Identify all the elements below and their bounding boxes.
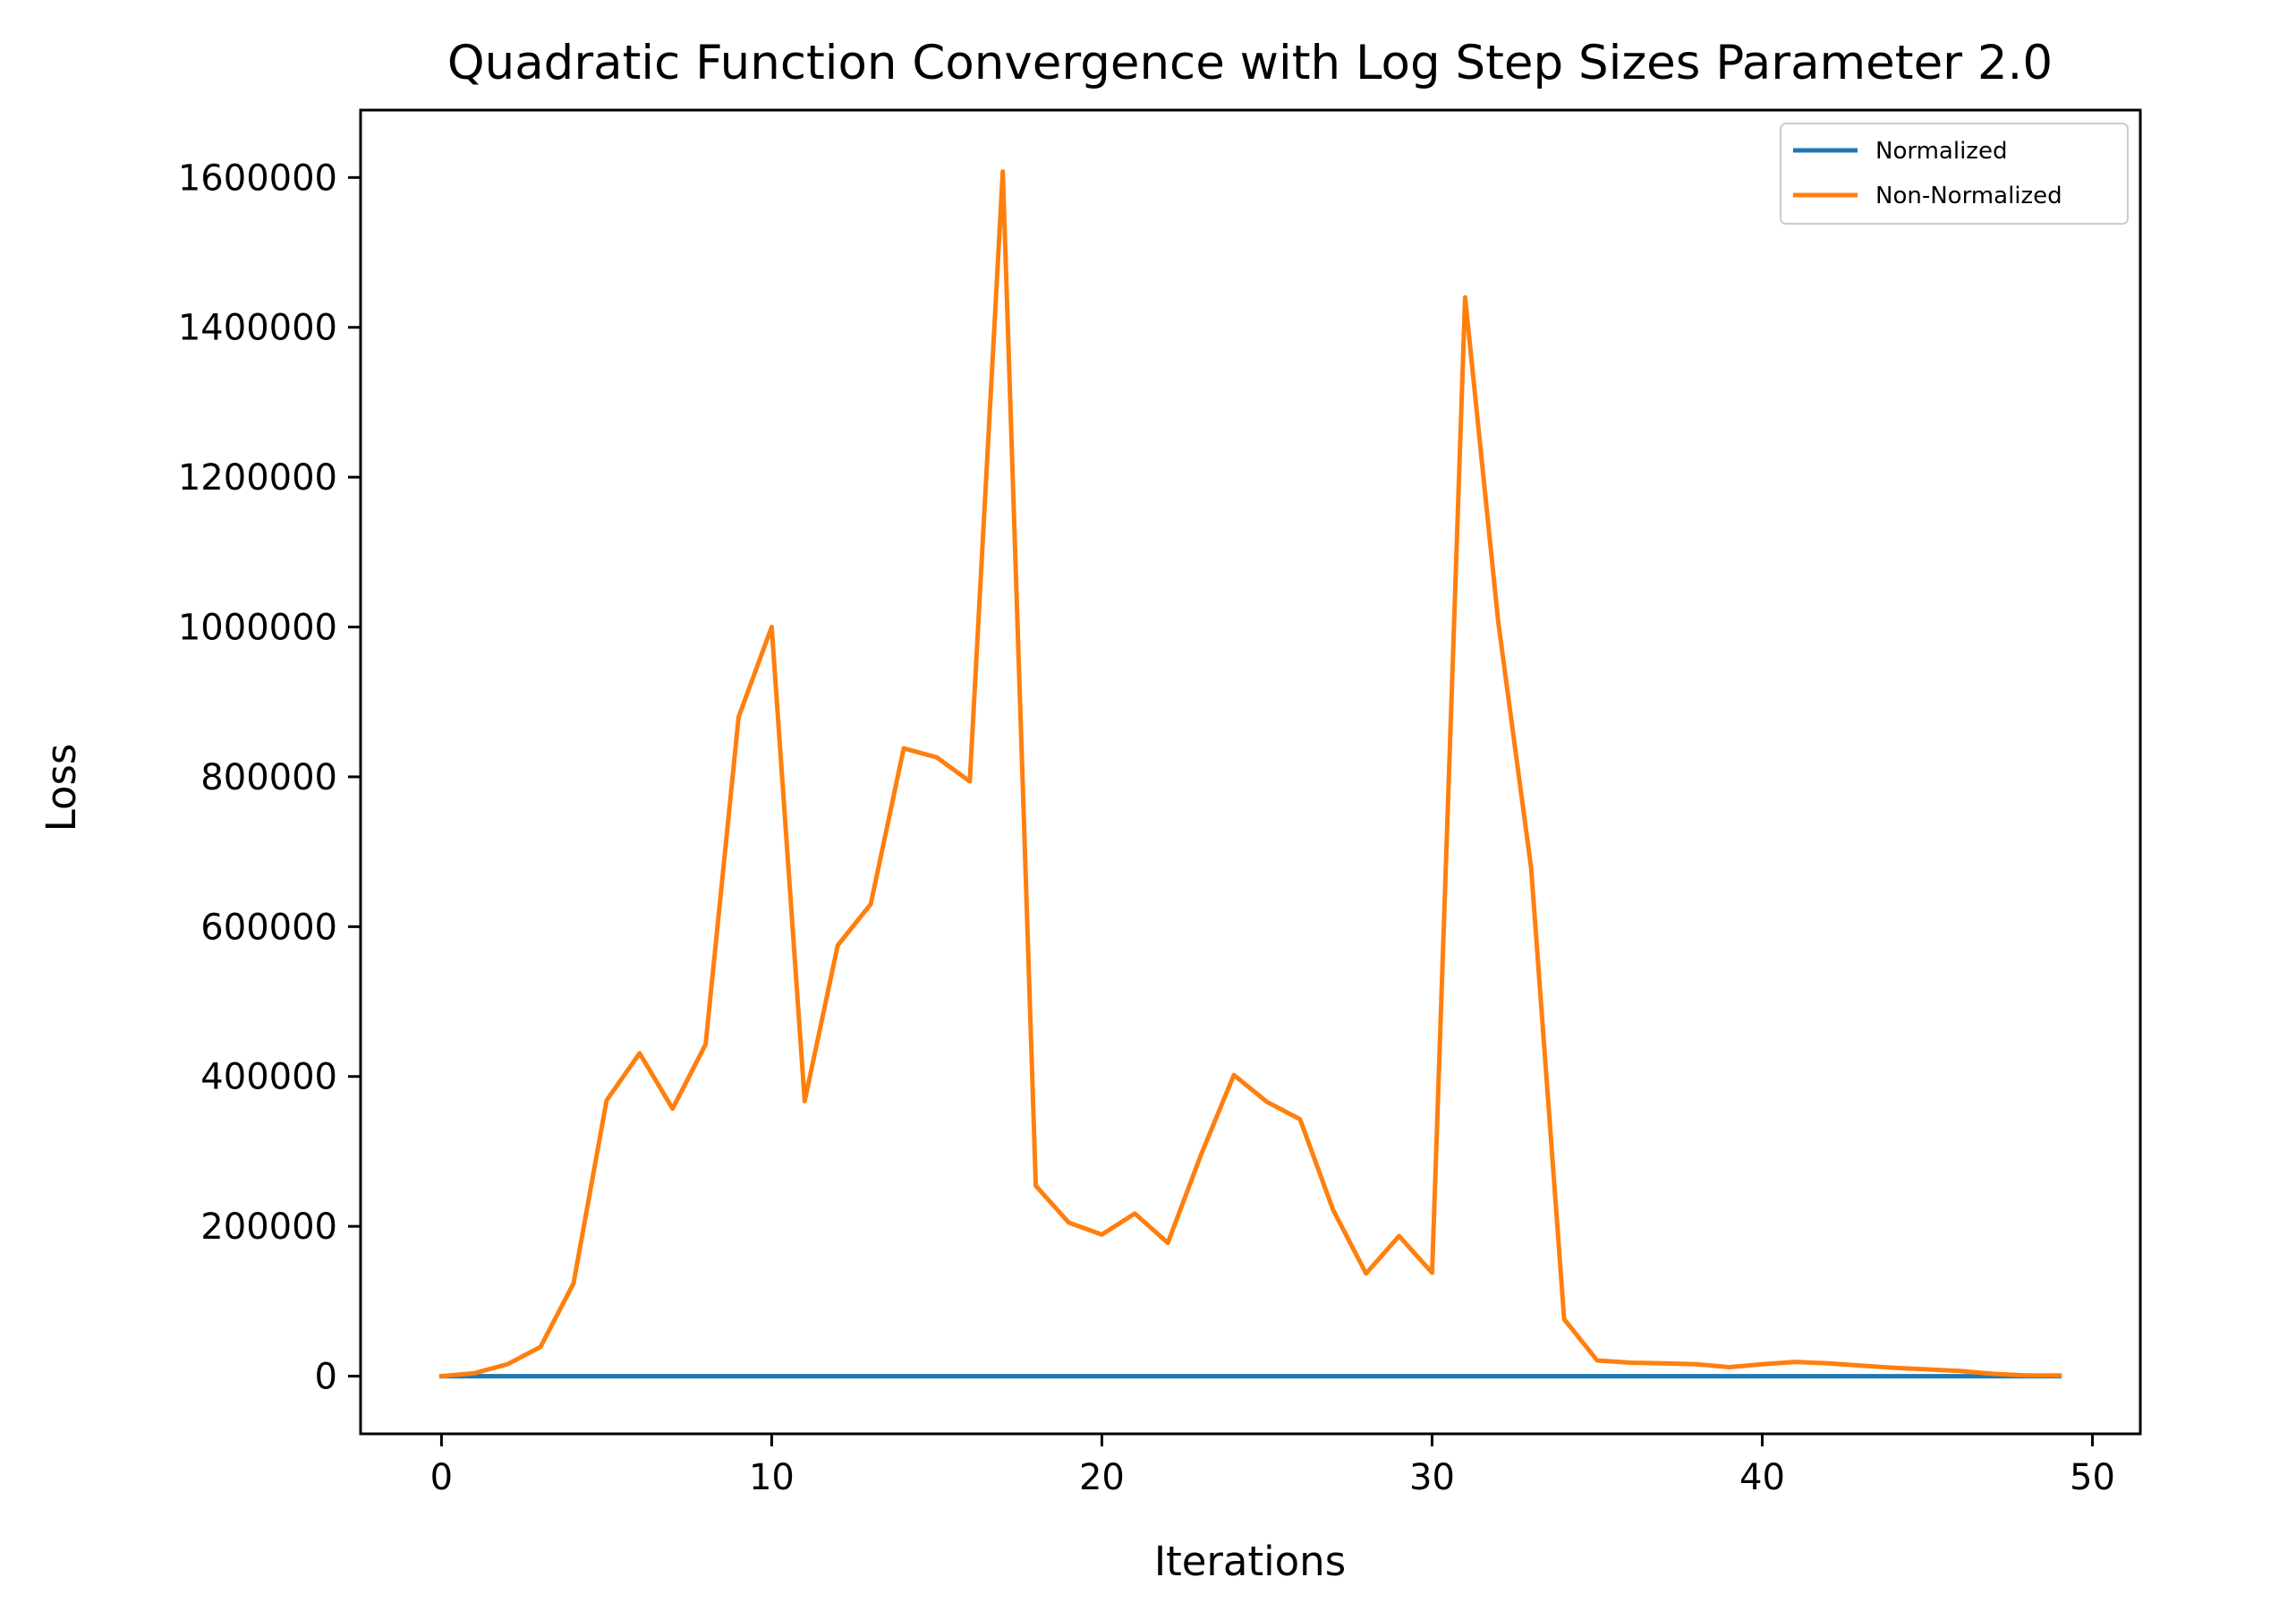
y-axis-label: Loss: [38, 744, 85, 832]
y-tick-label: 0: [315, 1357, 337, 1398]
chart-title: Quadratic Function Convergence with Log …: [447, 36, 2053, 90]
legend-entry-label: Normalized: [1875, 138, 2007, 165]
x-axis-label: Iterations: [1154, 1538, 1346, 1585]
series-group: [438, 169, 2062, 1379]
x-tick-label: 40: [1739, 1457, 1785, 1498]
y-tick-label: 400000: [200, 1057, 337, 1098]
legend-frame: [1780, 123, 2129, 225]
y-tick-label: 600000: [200, 907, 337, 948]
y-tick-label: 1200000: [178, 457, 337, 499]
series-line-non-normalized: [438, 169, 2062, 1379]
y-tick-label: 1600000: [178, 158, 337, 199]
x-tick-label: 30: [1409, 1457, 1455, 1498]
plot-area: 0 10 20 30 40 50 0 200000 400000 600000 800000 1000…: [178, 108, 2142, 1498]
x-tick-label: 0: [430, 1457, 453, 1498]
y-tick-label: 1400000: [178, 308, 337, 349]
y-tick-label: 1000000: [178, 608, 337, 649]
legend-entry-label: Non-Normalized: [1875, 183, 2062, 209]
x-tick-label: 50: [2070, 1457, 2115, 1498]
axes-frame: [359, 108, 2142, 1436]
chart-legend: Normalized Non-Normalized: [1780, 123, 2129, 225]
y-tick-label: 800000: [200, 757, 337, 798]
x-tick-label: 20: [1079, 1457, 1125, 1498]
x-tick-label: 10: [749, 1457, 795, 1498]
y-tick-label: 200000: [200, 1206, 337, 1248]
